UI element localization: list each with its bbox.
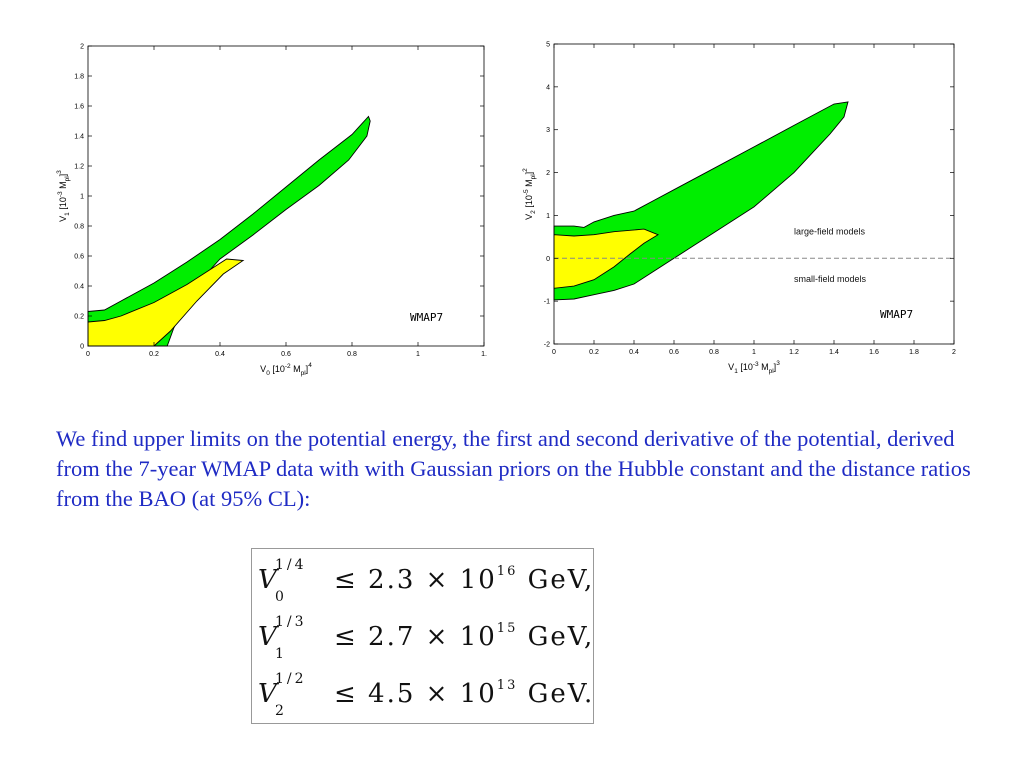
y-tick-label: 2 <box>546 170 550 177</box>
x-tick-label: 0.2 <box>149 351 159 358</box>
y-tick-label: 1.8 <box>74 74 84 81</box>
chart-v2-vs-v1: 0 0.2 0.4 0.6 0.8 1 1.2 1.4 1.6 1.8 2 -2 -1 0 1 2 3 4 5 V1 … <box>522 42 956 376</box>
y-tick-label: 4 <box>546 84 550 91</box>
x-tick-label: 1 <box>752 349 756 356</box>
x-tick-label: 0.2 <box>589 349 599 356</box>
x-tick-label: 0.4 <box>629 349 639 356</box>
y-tick-label: 3 <box>546 127 550 134</box>
y-tick-label: 0.8 <box>74 224 84 231</box>
y-tick-label: -2 <box>544 342 550 349</box>
x-tick-label: 1. <box>481 351 487 358</box>
upper-limits-box: V 1/4 0 ≤ 2.3 × 1016 GeV, V 1/3 1 ≤ 2.7 … <box>251 548 594 724</box>
equation-relation: ≤ 2.3 × 1016 GeV, <box>334 564 595 595</box>
x-tick-label: 0.6 <box>281 351 291 358</box>
equation-subscript: 2 <box>275 703 284 719</box>
equation-subscript: 0 <box>275 589 284 605</box>
x-tick-label: 1.6 <box>869 349 879 356</box>
y-tick-label: 0.4 <box>74 284 84 291</box>
y-tick-label: 0.2 <box>74 314 84 321</box>
equation-subscript: 1 <box>275 646 284 662</box>
x-axis-label: V0 [10-2 Mpl]4 <box>260 362 312 377</box>
y-tick-label: 1.6 <box>74 104 84 111</box>
x-tick-label: 0.8 <box>709 349 719 356</box>
x-tick-label: 0.8 <box>347 351 357 358</box>
equation-exponent: 1/3 <box>275 614 307 630</box>
equation-relation: ≤ 4.5 × 1013 GeV. <box>334 678 595 709</box>
description-text: We find upper limits on the potential en… <box>56 426 971 511</box>
equation-symbol: V <box>258 679 277 709</box>
equation-symbol: V <box>258 565 277 595</box>
y-tick-label: 5 <box>546 42 550 49</box>
y-tick-label: 0 <box>546 256 550 263</box>
x-tick-label: 0 <box>86 351 90 358</box>
y-tick-label: -1 <box>544 299 550 306</box>
wmap7-annotation: WMAP7 <box>880 308 913 321</box>
wmap7-annotation: WMAP7 <box>410 311 443 324</box>
y-tick-label: 0.6 <box>74 254 84 261</box>
y-tick-label: 2 <box>80 44 84 51</box>
x-tick-label: 0.6 <box>669 349 679 356</box>
chart-v1-vs-v0: 0 0.2 0.4 0.6 0.8 1 1. 0 0.2 0.4 0.6 0.8 1 1.2 1.4 1.6 1… <box>56 44 487 378</box>
y-axis-label: V2 [10-5 Mpl]2 <box>522 168 537 220</box>
equation-symbol: V <box>258 622 277 652</box>
x-tick-label: 0 <box>552 349 556 356</box>
large-field-label: large-field models <box>794 227 866 237</box>
x-tick-label: 1 <box>416 351 420 358</box>
x-axis-label: V1 [10-3 Mpl]3 <box>728 360 780 375</box>
equation-relation: ≤ 2.7 × 1015 GeV, <box>334 621 595 652</box>
y-tick-label: 1.2 <box>74 164 84 171</box>
x-tick-label: 1.8 <box>909 349 919 356</box>
x-tick-label: 1.2 <box>789 349 799 356</box>
x-tick-label: 1.4 <box>829 349 839 356</box>
y-tick-label: 1 <box>80 194 84 201</box>
y-tick-label: 1.4 <box>74 134 84 141</box>
x-tick-label: 0.4 <box>215 351 225 358</box>
y-axis-label: V1 [10-3 Mpl]3 <box>56 170 71 222</box>
small-field-label: small-field models <box>794 274 867 284</box>
y-tick-label: 0 <box>80 344 84 351</box>
equation-exponent: 1/4 <box>275 557 307 573</box>
equation-exponent: 1/2 <box>275 671 307 687</box>
y-tick-label: 1 <box>546 213 550 220</box>
x-tick-label: 2 <box>952 349 956 356</box>
